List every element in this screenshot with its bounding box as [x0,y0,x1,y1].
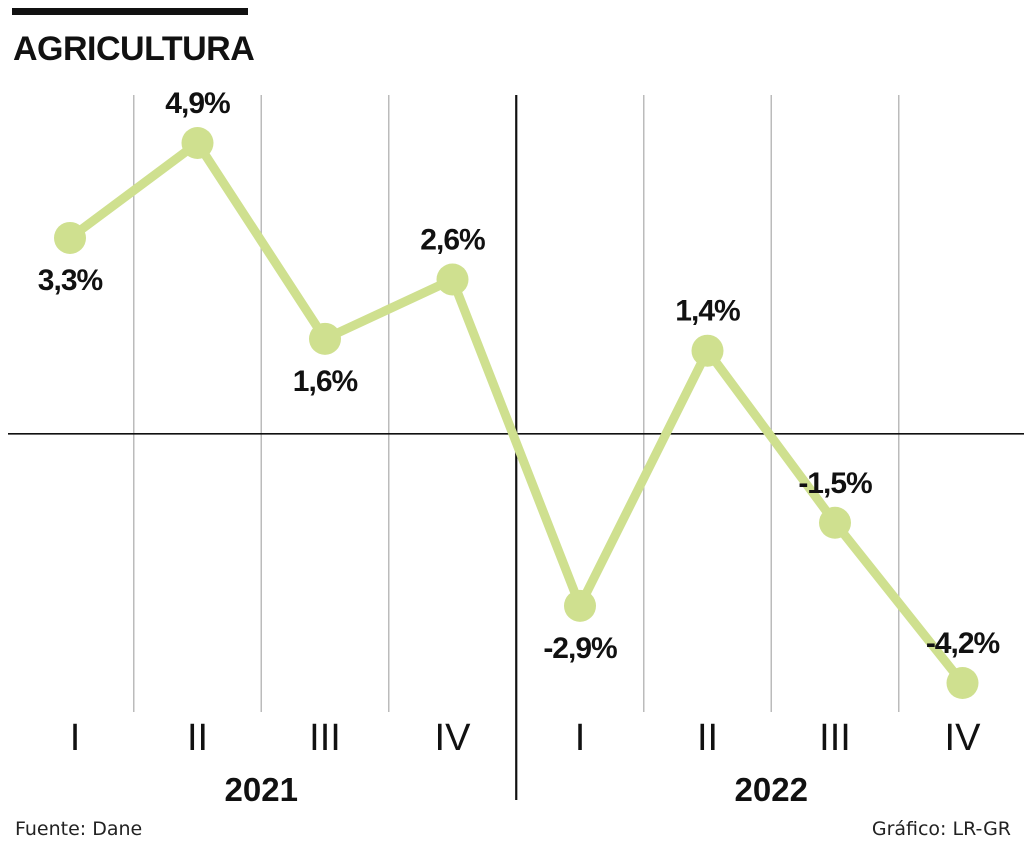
x-tick-label: III [819,717,851,759]
data-point [946,667,979,699]
x-tick-label: I [70,717,81,759]
credit-note: Gráfico: LR-GR [871,818,1011,840]
x-tick-label: II [187,717,208,759]
x-tick-label: II [697,717,718,759]
data-label: -2,9% [543,632,617,665]
chart-title: AGRICULTURA [13,30,255,68]
x-tick-label: IV [435,717,472,759]
x-tick-label: III [309,717,341,759]
data-point [564,589,596,622]
data-point [309,322,341,355]
year-label: 2021 [225,771,298,808]
title-rule [12,8,248,15]
x-tick-label: IV [945,717,982,759]
year-label: 2022 [735,771,808,808]
data-label: -1,5% [798,467,872,500]
data-point [181,127,214,159]
data-label: 1,6% [293,365,358,398]
series-line [65,138,967,688]
data-label: 1,4% [675,295,740,328]
data-label: 2,6% [420,223,485,256]
x-tick-label: I [575,717,586,759]
data-point [819,506,851,539]
data-label: 3,3% [38,264,103,297]
data-point [436,263,469,296]
source-note: Fuente: Dane [15,818,143,840]
data-point [691,334,724,367]
data-label: -4,2% [926,627,1000,660]
data-point [54,221,86,254]
data-label: 4,9% [165,87,230,120]
